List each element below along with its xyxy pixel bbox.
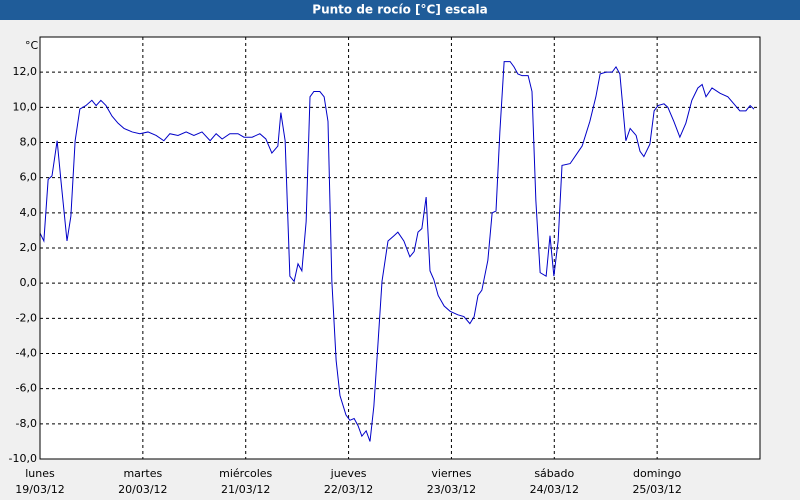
y-tick-label: 2,0 <box>20 241 38 254</box>
x-tick-label: martes <box>123 467 162 480</box>
title-bar <box>0 0 800 20</box>
x-tick-date: 24/03/12 <box>530 483 579 496</box>
y-tick-label: -4,0 <box>16 347 37 360</box>
plot-border <box>39 36 761 460</box>
y-tick-label: 0,0 <box>20 276 38 289</box>
x-tick-date: 19/03/12 <box>15 483 64 496</box>
y-tick-label: 4,0 <box>20 206 38 219</box>
y-tick-label: -10,0 <box>9 452 37 465</box>
y-tick-label: 12,0 <box>13 65 38 78</box>
x-tick-date: 21/03/12 <box>221 483 270 496</box>
chart-title: Punto de rocío [°C] escala <box>312 3 487 17</box>
y-unit-label: °C <box>25 39 39 52</box>
x-tick-label: miércoles <box>219 467 272 480</box>
x-tick-label: lunes <box>25 467 55 480</box>
x-tick-label: sábado <box>534 467 574 480</box>
x-tick-date: 23/03/12 <box>427 483 476 496</box>
x-tick-date: 25/03/12 <box>632 483 681 496</box>
y-tick-label: 8,0 <box>20 136 38 149</box>
y-tick-label: -8,0 <box>16 417 37 430</box>
x-tick-date: 20/03/12 <box>118 483 167 496</box>
y-tick-label: -2,0 <box>16 311 37 324</box>
x-tick-label: jueves <box>330 467 367 480</box>
x-tick-label: viernes <box>431 467 471 480</box>
y-tick-label: 10,0 <box>13 100 38 113</box>
data-line <box>39 61 755 442</box>
x-tick-date: 22/03/12 <box>324 483 373 496</box>
y-tick-label: 6,0 <box>20 171 38 184</box>
y-tick-label: -6,0 <box>16 382 37 395</box>
x-tick-label: domingo <box>633 467 681 480</box>
